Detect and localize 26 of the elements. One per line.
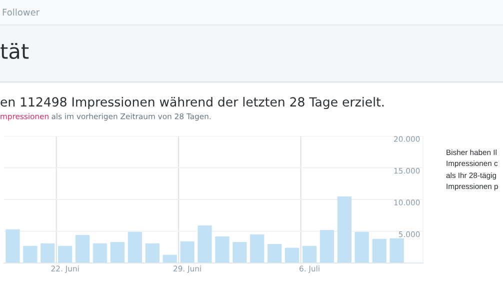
bar bbox=[320, 230, 334, 263]
bar bbox=[232, 242, 247, 263]
bar bbox=[40, 243, 55, 263]
bar bbox=[145, 243, 160, 263]
bar bbox=[180, 241, 194, 263]
bar bbox=[92, 243, 108, 263]
bar bbox=[110, 242, 125, 263]
bar bbox=[390, 238, 404, 263]
bar bbox=[250, 234, 264, 263]
bar bbox=[268, 244, 282, 263]
bar bbox=[75, 235, 90, 263]
bar bbox=[58, 246, 72, 263]
bar bbox=[302, 246, 317, 263]
chart-subtitle: en 112498 Impressionen während der letzten 28 Tage erzielt. bbox=[0, 96, 384, 110]
bar bbox=[337, 196, 352, 263]
bar bbox=[162, 254, 177, 263]
bar bbox=[372, 238, 386, 263]
bar bbox=[354, 232, 369, 263]
bar bbox=[6, 229, 20, 263]
bar bbox=[198, 226, 212, 263]
text: Follower bbox=[2, 8, 40, 16]
bar bbox=[215, 236, 230, 263]
bar bbox=[128, 232, 142, 263]
chart-title: tät bbox=[0, 42, 29, 60]
bar bbox=[284, 248, 300, 263]
bar bbox=[23, 246, 38, 263]
